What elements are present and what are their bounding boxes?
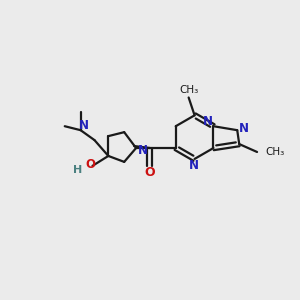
Text: N: N <box>189 159 199 172</box>
Text: H: H <box>73 165 83 175</box>
Text: CH₃: CH₃ <box>179 85 198 94</box>
Text: CH₃: CH₃ <box>265 147 284 157</box>
Text: O: O <box>85 158 95 171</box>
Text: N: N <box>202 115 212 128</box>
Text: N: N <box>239 122 249 135</box>
Text: N: N <box>138 143 148 157</box>
Text: O: O <box>145 166 155 179</box>
Text: N: N <box>79 119 88 132</box>
